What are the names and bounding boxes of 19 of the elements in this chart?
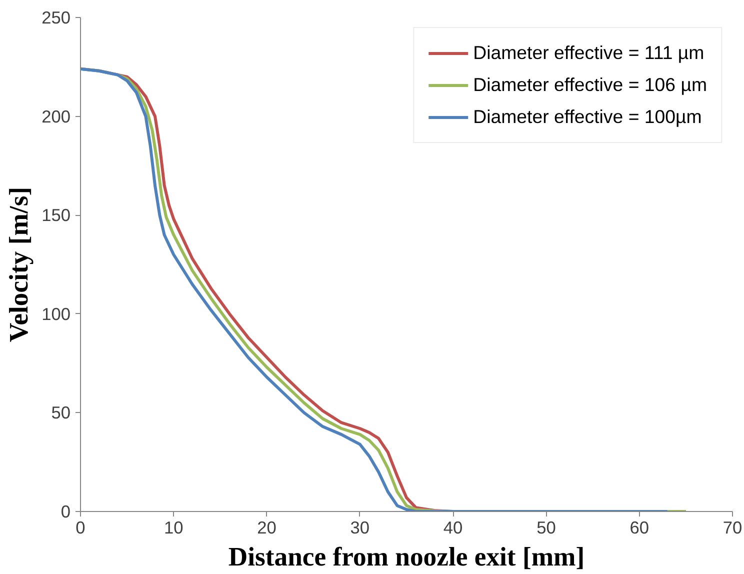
x-tick-label: 0 — [76, 518, 86, 538]
legend-label: Diameter effective = 111 µm — [473, 42, 704, 64]
y-axis-title: Velocity [m/s] — [4, 186, 34, 342]
x-tick-label: 20 — [257, 518, 276, 538]
x-tick-label: 10 — [164, 518, 184, 538]
legend-label: Diameter effective = 106 µm — [473, 74, 707, 96]
y-tick-label: 100 — [42, 304, 71, 324]
y-tick-label: 0 — [60, 502, 71, 522]
legend-label: Diameter effective = 100µm — [473, 106, 702, 128]
x-axis-title: Distance from noozle exit [mm] — [228, 542, 585, 572]
y-tick-label: 50 — [51, 402, 71, 423]
y-tick-label: 150 — [42, 205, 71, 226]
x-tick-label: 40 — [443, 518, 463, 538]
y-tick-label: 250 — [42, 8, 71, 28]
x-tick-label: 70 — [722, 518, 742, 538]
x-tick-label: 60 — [630, 518, 649, 538]
x-tick-label: 30 — [350, 518, 370, 538]
y-tick-label: 200 — [42, 106, 71, 126]
x-tick-label: 50 — [536, 518, 556, 538]
